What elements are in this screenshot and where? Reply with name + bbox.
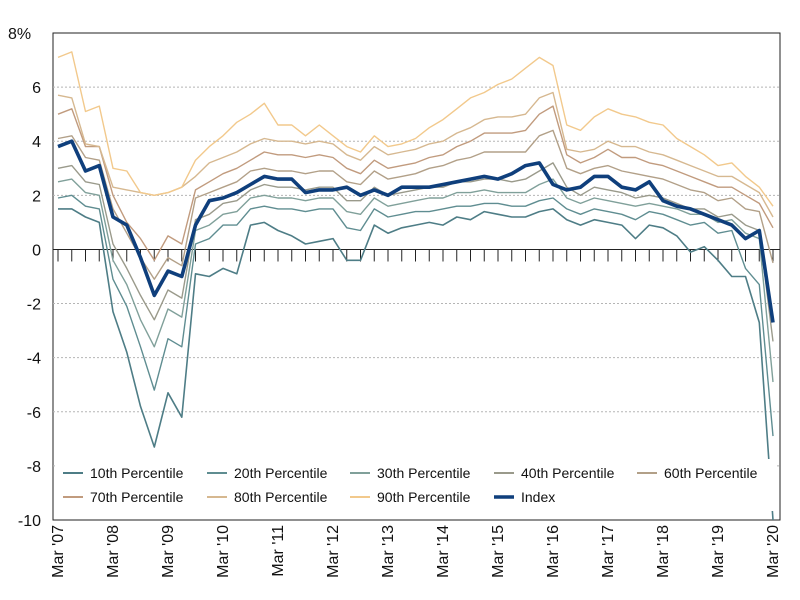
legend-label: 30th Percentile (377, 465, 471, 481)
x-tick-label: Mar '20 (765, 525, 782, 578)
series-line-70th-percentile (57, 105, 774, 261)
series-line-60th-percentile (57, 129, 774, 280)
zero-axis (53, 248, 780, 262)
series-lines (57, 51, 775, 521)
y-tick-label: 0 (32, 242, 41, 259)
x-tick-label: Mar '14 (435, 525, 452, 578)
series-line-30th-percentile (57, 178, 774, 383)
x-tick-label: Mar '09 (160, 525, 177, 578)
x-tick-label: Mar '19 (710, 525, 727, 578)
series-line-40th-percentile (57, 162, 774, 342)
legend-label: 60th Percentile (664, 465, 758, 481)
x-tick-label: Mar '12 (325, 525, 342, 578)
legend-background (57, 459, 776, 511)
y-tick-label: 4 (32, 134, 41, 151)
plot-frame (52, 32, 781, 521)
x-tick-label: Mar '18 (655, 525, 672, 578)
y-tick-label: 6 (32, 80, 41, 97)
legend-label: 10th Percentile (90, 465, 184, 481)
x-tick-label: Mar '13 (380, 525, 397, 578)
gridlines (53, 86, 780, 467)
legend-label: Index (521, 489, 555, 505)
x-tick-label: Mar '15 (490, 525, 507, 578)
y-tick-label: -2 (27, 297, 41, 314)
series-line-20th-percentile (57, 194, 774, 437)
y-tick-label: -10 (18, 513, 41, 530)
x-tick-label: Mar '08 (105, 525, 122, 578)
y-tick-label: 8% (8, 26, 31, 43)
series-line-10th-percentile (58, 208, 774, 521)
legend-label: 90th Percentile (377, 489, 471, 505)
x-tick-label: Mar '11 (270, 525, 287, 577)
x-tick-label: Mar '07 (50, 525, 67, 578)
x-tick-label: Mar '16 (545, 525, 562, 578)
series-line-90th-percentile (57, 51, 774, 207)
y-tick-label: -4 (27, 351, 41, 368)
y-axis: 8% -10 -8 -6 -4 -2 0 2 4 6 (8, 26, 41, 530)
y-tick-label: -8 (27, 459, 41, 476)
y-tick-label: -6 (27, 405, 41, 422)
x-axis: Mar '07 Mar '08 Mar '09 Mar '10 Mar '11 Mar '… (50, 525, 782, 578)
x-tick-label: Mar '17 (600, 525, 617, 578)
legend-label: 20th Percentile (234, 465, 328, 481)
legend-label: 40th Percentile (521, 465, 615, 481)
y-tick-label: 2 (32, 188, 41, 205)
legend-label: 70th Percentile (90, 489, 184, 505)
series-line-index (57, 139, 775, 323)
legend-label: 80th Percentile (234, 489, 328, 505)
legend: 10th Percentile 20th Percentile 30th Perce… (57, 459, 776, 511)
x-tick-label: Mar '10 (215, 525, 232, 578)
